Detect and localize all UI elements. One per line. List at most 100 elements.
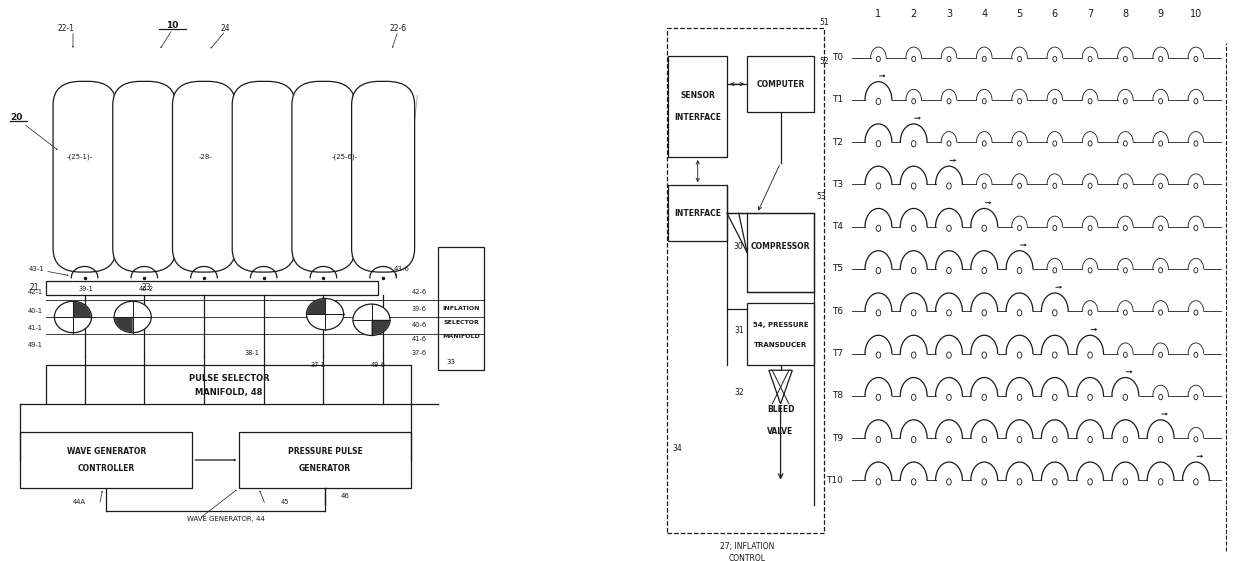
Text: 21: 21: [30, 283, 40, 292]
FancyBboxPatch shape: [232, 81, 295, 272]
Circle shape: [1158, 141, 1163, 146]
Text: 27; INFLATION: 27; INFLATION: [720, 542, 774, 551]
FancyBboxPatch shape: [352, 81, 414, 272]
Circle shape: [1017, 436, 1022, 443]
Circle shape: [1018, 99, 1022, 104]
Circle shape: [911, 394, 916, 401]
Circle shape: [1017, 394, 1022, 401]
Circle shape: [911, 141, 916, 147]
Circle shape: [1017, 479, 1022, 485]
Text: 42-1: 42-1: [27, 289, 43, 295]
Text: 37-1: 37-1: [311, 362, 326, 367]
Circle shape: [1087, 436, 1092, 443]
Circle shape: [877, 436, 880, 443]
Circle shape: [1158, 352, 1163, 357]
Circle shape: [1123, 436, 1127, 443]
Text: 2: 2: [910, 10, 916, 20]
FancyBboxPatch shape: [748, 303, 815, 365]
Text: -(25-1)-: -(25-1)-: [67, 154, 93, 160]
Text: 42-6: 42-6: [412, 289, 427, 295]
Text: 41-1: 41-1: [27, 325, 42, 331]
Circle shape: [1018, 56, 1022, 62]
Text: 53: 53: [816, 192, 826, 201]
Text: VALVE: VALVE: [768, 427, 794, 436]
Circle shape: [1194, 436, 1198, 442]
Text: 37-6: 37-6: [412, 351, 427, 356]
Circle shape: [1018, 141, 1022, 146]
Circle shape: [1194, 268, 1198, 273]
Circle shape: [1123, 226, 1127, 231]
Text: 8: 8: [1122, 10, 1128, 20]
Circle shape: [1089, 183, 1092, 188]
Text: 20: 20: [10, 113, 22, 122]
Circle shape: [1123, 99, 1127, 104]
Circle shape: [946, 310, 951, 316]
Circle shape: [1123, 352, 1127, 357]
Polygon shape: [769, 370, 792, 404]
Circle shape: [982, 56, 986, 62]
Circle shape: [877, 141, 880, 147]
Text: 39-6: 39-6: [412, 306, 427, 311]
Text: COMPUTER: COMPUTER: [756, 80, 805, 89]
Circle shape: [877, 479, 880, 485]
Text: 34: 34: [672, 444, 682, 453]
Circle shape: [877, 225, 880, 231]
Text: SENSOR: SENSOR: [681, 91, 715, 100]
Text: 45: 45: [281, 499, 289, 505]
Circle shape: [946, 479, 951, 485]
Circle shape: [877, 352, 880, 358]
Text: -(25-6)-: -(25-6)-: [332, 154, 358, 160]
Circle shape: [1053, 183, 1056, 188]
Text: 49-1: 49-1: [27, 342, 42, 348]
FancyBboxPatch shape: [668, 185, 727, 241]
FancyBboxPatch shape: [113, 81, 176, 272]
Circle shape: [1087, 394, 1092, 401]
Text: 39-1: 39-1: [79, 286, 93, 292]
Circle shape: [1123, 479, 1127, 485]
Circle shape: [947, 99, 951, 104]
Circle shape: [1053, 394, 1056, 401]
Circle shape: [1053, 141, 1056, 146]
Circle shape: [911, 479, 916, 485]
Text: T7: T7: [832, 349, 843, 358]
Text: WAVE GENERATOR: WAVE GENERATOR: [67, 447, 146, 456]
Circle shape: [1123, 310, 1127, 315]
Circle shape: [1158, 56, 1163, 62]
Circle shape: [982, 225, 987, 231]
Text: 9: 9: [1158, 10, 1163, 20]
Circle shape: [1017, 352, 1022, 358]
Circle shape: [982, 268, 987, 274]
Circle shape: [1158, 99, 1163, 104]
FancyBboxPatch shape: [748, 213, 815, 292]
Text: 46: 46: [341, 494, 350, 499]
Circle shape: [911, 56, 915, 62]
Circle shape: [911, 225, 916, 231]
Text: T0: T0: [832, 53, 843, 62]
Circle shape: [982, 183, 986, 188]
Text: 40-6: 40-6: [412, 323, 427, 328]
Circle shape: [1089, 226, 1092, 231]
Circle shape: [877, 268, 880, 274]
Circle shape: [1089, 56, 1092, 62]
Circle shape: [1158, 479, 1163, 485]
Text: 10: 10: [166, 21, 179, 30]
Text: 33: 33: [446, 359, 455, 365]
Circle shape: [1158, 394, 1163, 400]
Text: 54, PRESSURE: 54, PRESSURE: [753, 323, 808, 328]
FancyBboxPatch shape: [667, 28, 825, 533]
Text: MANIFOLD, 48: MANIFOLD, 48: [195, 388, 263, 397]
Circle shape: [1194, 141, 1198, 146]
Text: T4: T4: [832, 222, 843, 231]
Circle shape: [1053, 226, 1056, 231]
Text: INTERFACE: INTERFACE: [675, 113, 722, 122]
Text: T6: T6: [832, 307, 843, 316]
Circle shape: [1158, 436, 1163, 443]
Circle shape: [1194, 56, 1198, 62]
Circle shape: [877, 310, 880, 316]
Circle shape: [1123, 141, 1127, 146]
Text: PULSE SELECTOR: PULSE SELECTOR: [188, 374, 269, 383]
Circle shape: [1194, 99, 1198, 104]
Circle shape: [1158, 268, 1163, 273]
Text: 4: 4: [981, 10, 987, 20]
Circle shape: [1123, 394, 1127, 401]
